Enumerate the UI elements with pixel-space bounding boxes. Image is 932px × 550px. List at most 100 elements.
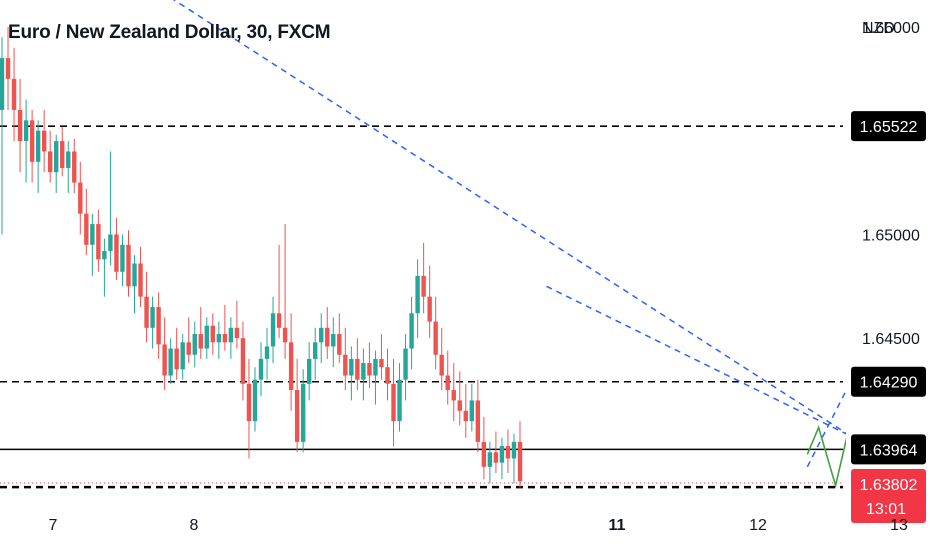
candle <box>246 358 252 459</box>
candle <box>331 317 336 368</box>
countdown-timer: 13:01 <box>866 501 906 518</box>
candle <box>487 441 493 484</box>
candle <box>0 37 5 235</box>
trendline-0[interactable] <box>152 0 893 464</box>
candle <box>216 321 222 359</box>
candle <box>276 244 282 339</box>
price-label-text: 1.65522 <box>860 119 918 136</box>
candle <box>222 304 228 351</box>
x-tick-label: 7 <box>49 517 58 534</box>
candle-body <box>198 334 203 349</box>
candle-body <box>276 313 282 328</box>
price-label[interactable]: 1.65522 <box>851 111 926 142</box>
candle <box>288 313 294 411</box>
candle <box>29 109 35 183</box>
candle-body <box>54 141 59 173</box>
candle-body <box>300 383 306 442</box>
candle <box>17 78 23 173</box>
candle <box>228 317 234 359</box>
candle-body <box>505 446 511 459</box>
candle <box>469 383 475 432</box>
candle <box>96 209 101 272</box>
candle-body <box>313 342 318 359</box>
candle <box>421 242 426 314</box>
candle-body <box>457 400 462 411</box>
candle-body <box>23 120 29 142</box>
candle-body <box>60 141 65 169</box>
candle-body <box>144 296 149 328</box>
candle-body <box>72 151 77 183</box>
trendlines[interactable] <box>152 0 932 468</box>
candle <box>174 327 179 380</box>
candle-body <box>421 275 426 297</box>
chart-title: Euro / New Zealand Dollar, 30, FXCM <box>8 22 331 43</box>
y-tick-label: 1.64500 <box>862 331 920 348</box>
candle <box>481 417 487 480</box>
candle-body <box>331 334 336 347</box>
candle-body <box>192 334 197 355</box>
price-label[interactable]: 1.64290 <box>851 366 926 397</box>
candle <box>427 265 432 339</box>
trendline-2[interactable] <box>806 162 932 468</box>
candle-body <box>29 120 35 162</box>
candle-body <box>5 58 11 79</box>
candle <box>433 296 438 370</box>
candle <box>108 151 113 266</box>
candle <box>511 433 517 484</box>
last-price-box <box>851 468 926 523</box>
candle <box>325 307 330 359</box>
candle <box>35 120 41 193</box>
last-price-value: 1.63802 <box>860 477 918 494</box>
candle-body <box>150 307 155 328</box>
candle <box>403 334 408 401</box>
candle <box>144 271 149 343</box>
price-label-box <box>851 111 926 142</box>
candle-body <box>234 327 240 339</box>
candle-body <box>349 358 354 376</box>
candle-body <box>439 354 444 376</box>
price-axis-background <box>846 0 932 550</box>
candle-body <box>228 327 234 343</box>
candle-body <box>355 358 360 380</box>
candle <box>5 26 11 110</box>
candle-body <box>325 327 330 347</box>
candle <box>78 161 83 235</box>
candle-body <box>415 275 420 314</box>
candle-body <box>294 390 300 442</box>
candle <box>367 342 372 388</box>
candle-body <box>114 234 119 272</box>
candle <box>162 317 167 391</box>
candle <box>379 334 384 380</box>
candle-body <box>409 313 414 349</box>
candle <box>264 327 270 380</box>
candle <box>198 307 203 359</box>
last-price-label[interactable]: 1.63802 13:01 <box>851 468 926 523</box>
candle <box>120 234 125 287</box>
candle <box>60 126 65 177</box>
candle <box>84 188 89 256</box>
candle-body <box>210 325 216 343</box>
x-tick-label: 13 <box>890 517 908 534</box>
trendline-1[interactable] <box>546 285 893 458</box>
candle-body <box>216 334 222 343</box>
price-label[interactable]: 1.63964 <box>851 434 926 465</box>
candle <box>499 437 505 480</box>
candle <box>90 213 95 276</box>
candle <box>270 296 276 364</box>
candle-body <box>445 375 450 391</box>
candlestick-series <box>0 26 523 488</box>
candle-body <box>84 213 89 245</box>
candle <box>240 321 246 401</box>
candle <box>186 317 191 364</box>
candle-body <box>361 363 366 380</box>
price-label-text: 1.64290 <box>860 375 918 392</box>
candle <box>114 217 119 281</box>
candle-body <box>156 307 161 345</box>
time-axis[interactable]: 7811121314 <box>0 503 932 550</box>
candle <box>138 246 143 308</box>
candle-body <box>264 346 270 359</box>
candle <box>475 379 481 453</box>
candle <box>11 47 17 142</box>
